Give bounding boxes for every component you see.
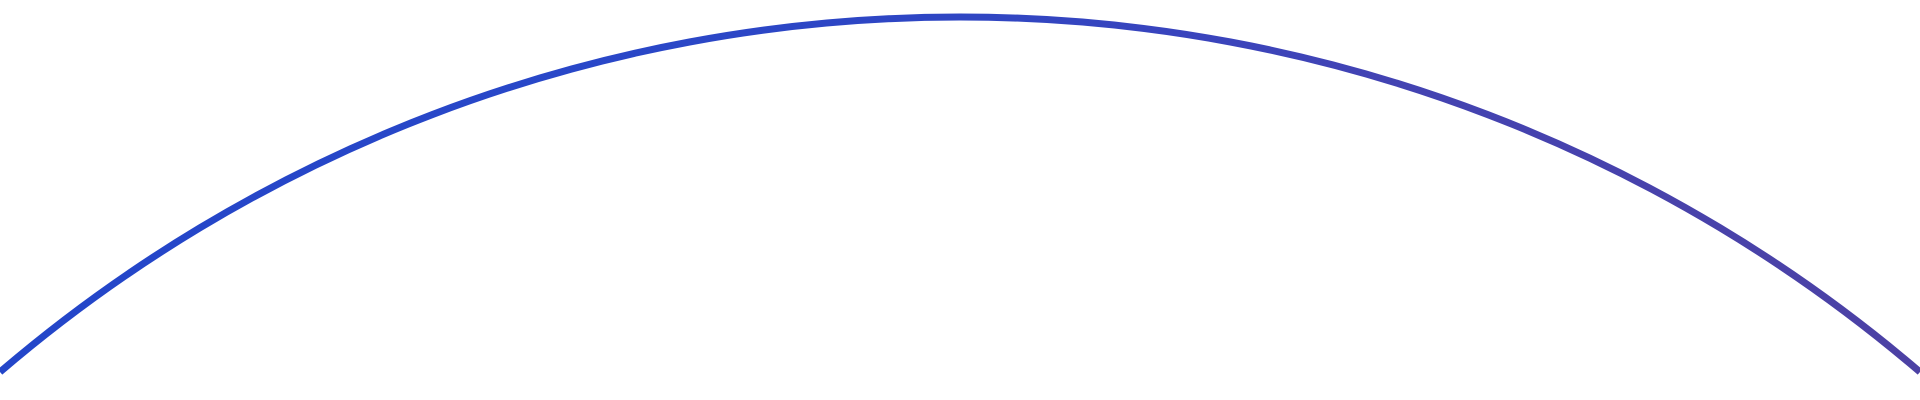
arc-curve (0, 13, 1920, 375)
